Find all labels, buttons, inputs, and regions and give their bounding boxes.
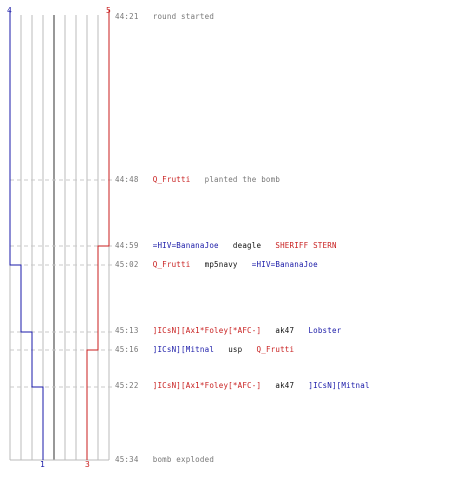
victim-name: SHERIFF STERN bbox=[275, 241, 337, 250]
victim-name: Q_Frutti bbox=[256, 345, 295, 354]
victim-name: =HIV=BananaJoe bbox=[251, 260, 318, 269]
event-time: 44:21 bbox=[115, 12, 139, 21]
ct-end-count: 1 bbox=[40, 460, 45, 469]
t-end-count: 3 bbox=[85, 460, 90, 469]
event-time: 44:59 bbox=[115, 241, 139, 250]
killer-name: ]ICsN][Ax1*Foley[*AFC-] bbox=[152, 381, 262, 390]
victim-name: Lobster bbox=[308, 326, 342, 335]
weapon-name: ak47 bbox=[275, 326, 295, 335]
weapon-name: mp5navy bbox=[204, 260, 238, 269]
event-kill: 45:13 ]ICsN][Ax1*Foley[*AFC-] ak47 Lobst… bbox=[115, 325, 341, 337]
event-time: 45:02 bbox=[115, 260, 139, 269]
event-bomb-exploded: 45:34 bomb exploded bbox=[115, 454, 214, 466]
event-time: 45:13 bbox=[115, 326, 139, 335]
event-time: 44:48 bbox=[115, 175, 139, 184]
weapon-name: ak47 bbox=[275, 381, 295, 390]
ct-alive-line bbox=[9, 10, 44, 460]
killer-name: ]ICsN][Ax1*Foley[*AFC-] bbox=[152, 326, 262, 335]
event-bomb-planted: 44:48 Q_Frutti planted the bomb bbox=[115, 174, 280, 186]
event-message: bomb exploded bbox=[152, 455, 215, 464]
ct-start-count: 4 bbox=[7, 6, 12, 15]
player-grid bbox=[9, 15, 110, 461]
killer-name: =HIV=BananaJoe bbox=[152, 241, 219, 250]
event-message: round started bbox=[152, 12, 215, 21]
event-kill: 44:59 =HIV=BananaJoe deagle SHERIFF STER… bbox=[115, 240, 337, 252]
event-kill: 45:02 Q_Frutti mp5navy =HIV=BananaJoe bbox=[115, 259, 318, 271]
event-player: Q_Frutti bbox=[152, 175, 191, 184]
event-round-started: 44:21 round started bbox=[115, 11, 214, 23]
killer-name: Q_Frutti bbox=[152, 260, 191, 269]
event-dashed-guides bbox=[10, 179, 113, 388]
event-kill: 45:16 ]ICsN][Mitnal usp Q_Frutti bbox=[115, 344, 294, 356]
event-time: 45:22 bbox=[115, 381, 139, 390]
event-time: 45:34 bbox=[115, 455, 139, 464]
weapon-name: usp bbox=[228, 345, 243, 354]
victim-name: ]ICsN][Mitnal bbox=[308, 381, 370, 390]
event-message: planted the bomb bbox=[204, 175, 281, 184]
killer-name: ]ICsN][Mitnal bbox=[152, 345, 215, 354]
t-alive-line bbox=[86, 10, 110, 460]
weapon-name: deagle bbox=[232, 241, 262, 250]
t-start-count: 5 bbox=[106, 6, 111, 15]
event-kill: 45:22 ]ICsN][Ax1*Foley[*AFC-] ak47 ]ICsN… bbox=[115, 380, 370, 392]
event-time: 45:16 bbox=[115, 345, 139, 354]
